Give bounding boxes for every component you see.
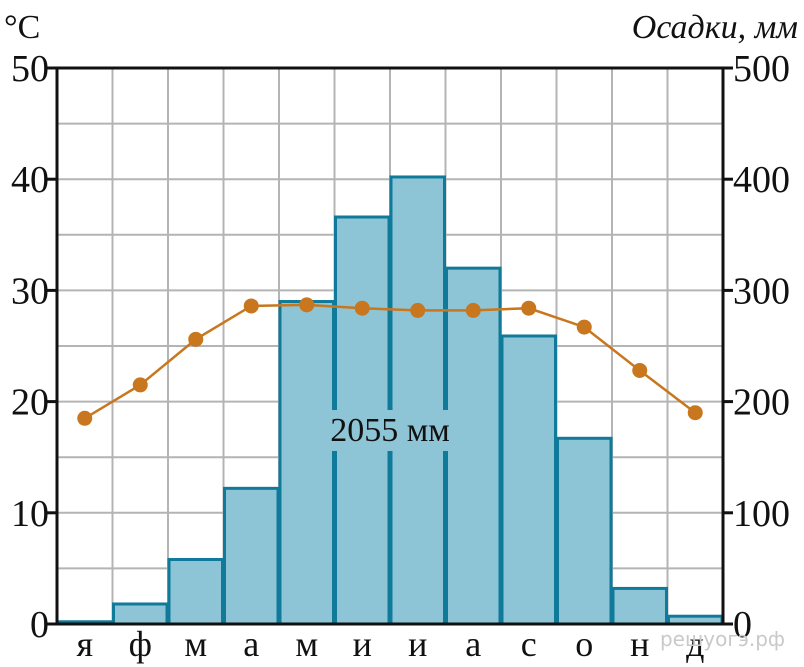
month-label: и [408, 624, 427, 664]
month-label: и [353, 624, 372, 664]
temperature-point [521, 300, 537, 316]
temperature-point [188, 331, 204, 347]
right-axis-ticks: 0 100 200 300 400 500 [733, 48, 790, 646]
precipitation-bar [556, 436, 613, 626]
month-label: м [184, 624, 207, 664]
temperature-point [410, 302, 426, 318]
temperature-polyline [84, 303, 697, 420]
temperature-point [299, 297, 315, 313]
precipitation-bar [167, 558, 224, 626]
right-tick-label: 200 [733, 382, 790, 424]
precipitation-bar [611, 586, 668, 626]
left-tick-label: 50 [11, 48, 49, 90]
month-label: я [76, 624, 93, 664]
temperature-point [465, 302, 481, 318]
total-precipitation-annotation: 2055 мм [330, 412, 450, 449]
left-tick-label: 10 [11, 493, 49, 535]
watermark: решуогэ.рф [660, 627, 785, 651]
left-tick-label: 0 [30, 604, 49, 646]
right-tick-label: 300 [733, 270, 790, 312]
temperature-point [632, 362, 648, 378]
precipitation-bars [56, 175, 724, 626]
precipitation-bar [278, 300, 335, 626]
temperature-point [354, 300, 370, 316]
temperature-point [132, 377, 148, 393]
precipitation-bar [500, 334, 557, 626]
precipitation-bar [112, 602, 169, 626]
left-axis-ticks: 0 10 20 30 40 50 [11, 48, 49, 646]
month-label: о [575, 624, 593, 664]
temperature-point [77, 410, 93, 426]
right-tick-label: 100 [733, 493, 790, 535]
plot-border [55, 66, 725, 626]
right-axis-unit: Осадки, мм [632, 9, 798, 46]
month-label: ф [129, 624, 152, 664]
month-label: м [295, 624, 318, 664]
left-axis-unit: °С [4, 9, 40, 46]
temperature-point [576, 319, 592, 335]
right-tick-label: 500 [733, 48, 790, 90]
temperature-point [687, 405, 703, 421]
annotation-background [324, 410, 456, 451]
right-tick-label: 0 [733, 604, 752, 646]
left-tick-label: 30 [11, 270, 49, 312]
precipitation-bar [223, 486, 280, 626]
month-label: д [686, 624, 704, 664]
right-tick-label: 400 [733, 159, 790, 201]
month-label: а [465, 624, 481, 664]
month-label: с [521, 624, 537, 664]
temperature-line [77, 297, 703, 426]
temperature-point [243, 298, 259, 314]
plot-frame [47, 66, 733, 626]
precipitation-bar [389, 175, 446, 626]
left-tick-label: 40 [11, 159, 49, 201]
left-tick-label: 20 [11, 382, 49, 424]
month-label: н [630, 624, 649, 664]
month-label: а [243, 624, 259, 664]
